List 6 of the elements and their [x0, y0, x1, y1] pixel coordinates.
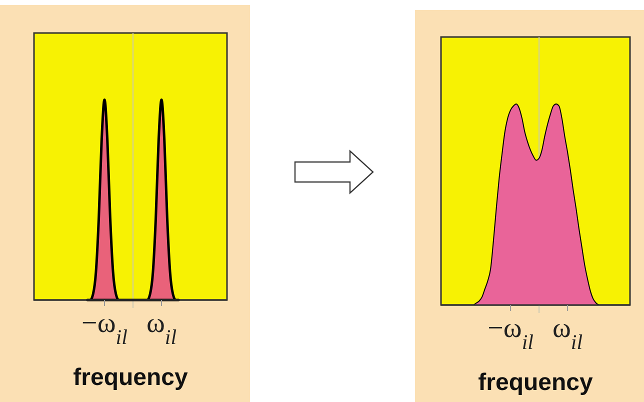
x-tick-label: −ω$_{il}$: [488, 313, 534, 354]
x-tick-label: ω$_{il}$: [146, 308, 177, 349]
x-axis-title: frequency: [73, 364, 189, 391]
x-axis-title: frequency: [478, 369, 594, 396]
x-tick-label: −ω$_{il}$: [82, 308, 128, 349]
x-tick-label: ω$_{il}$: [552, 313, 583, 354]
